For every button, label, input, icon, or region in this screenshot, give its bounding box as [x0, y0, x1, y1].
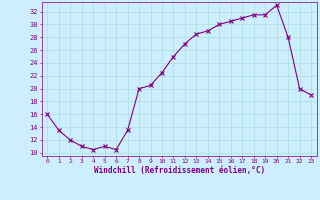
X-axis label: Windchill (Refroidissement éolien,°C): Windchill (Refroidissement éolien,°C) — [94, 166, 265, 175]
